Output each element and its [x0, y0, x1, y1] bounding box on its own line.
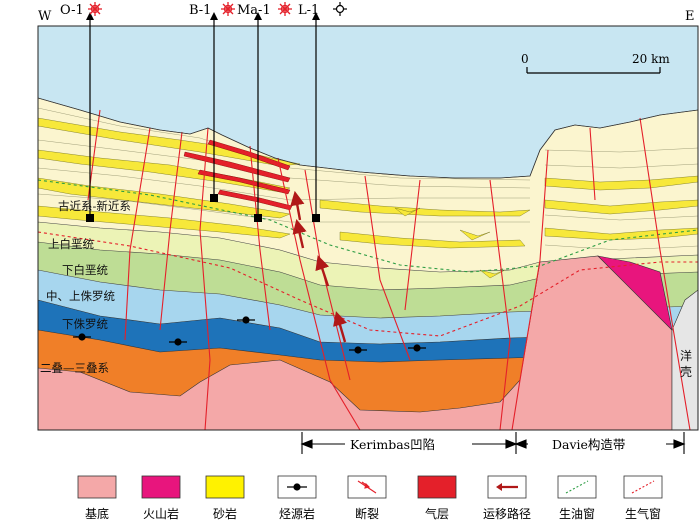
well-l-1: L-1	[298, 2, 347, 222]
volcanic-swatch	[141, 475, 181, 499]
ocean-crust-label: 洋 壳	[680, 348, 696, 379]
legend-label-migration: 运移路径	[483, 506, 531, 521]
faults	[87, 109, 691, 430]
legend-label-gas-layer: 气层	[425, 506, 449, 521]
west-label: W	[38, 9, 52, 24]
scale-bar: 0 20 km	[521, 52, 670, 74]
scale-end: 20 km	[632, 52, 670, 66]
well-label-b-1: B-1	[189, 3, 211, 18]
wells: O-1 B-1 Ma-1	[60, 2, 347, 222]
stratum-label-mid-upper-jurassic: 中、上侏罗统	[46, 289, 115, 303]
stratum-label-upper-cretaceous: 上白垩统	[48, 237, 94, 251]
migration-arrow-icon	[496, 483, 518, 491]
dry-well-icon	[333, 2, 347, 16]
legend-label-fault: 断裂	[355, 506, 379, 521]
stratum-label-cenozoic: 古近系-新近系	[58, 199, 131, 213]
oil-window-line-icon	[565, 480, 589, 494]
east-label: E	[685, 9, 695, 24]
legend: 基底 火山岩 砂岩 烃源岩 断裂	[77, 475, 663, 521]
scale-start: 0	[521, 52, 529, 66]
legend-label-sandstone: 砂岩	[213, 506, 237, 521]
well-o-1: O-1	[60, 2, 102, 222]
source-rock-markers	[73, 316, 426, 354]
gas-oil-well-icon	[221, 2, 235, 16]
well-label-l-1: L-1	[298, 3, 319, 18]
gas-layer-swatch	[417, 475, 457, 499]
legend-label-gas-window: 生气窗	[625, 506, 661, 521]
oil-window-line	[38, 179, 698, 273]
gas-oil-well-icon	[88, 2, 102, 16]
region-label-kerimbas: Kerimbas凹陷	[350, 437, 435, 452]
region-label-davie: Davie构造带	[552, 437, 625, 452]
fault-icon	[357, 480, 377, 494]
well-label-o-1: O-1	[60, 3, 84, 18]
sandstone-swatch	[205, 475, 245, 499]
legend-label-basement: 基底	[85, 506, 109, 521]
well-ma-1: Ma-1	[237, 2, 292, 222]
legend-label-volcanic: 火山岩	[143, 506, 179, 521]
stratum-label-lower-cretaceous: 下白垩统	[62, 263, 108, 277]
volcanic-rock	[597, 255, 673, 331]
well-label-ma-1: Ma-1	[237, 3, 271, 18]
source-rock-icon	[287, 483, 307, 491]
gas-window-line	[38, 231, 698, 337]
section-frame	[37, 25, 699, 431]
section-body: 古近系-新近系 上白垩统 下白垩统 中、上侏罗统 下侏罗统 二叠—三叠系 洋 壳	[38, 26, 698, 430]
gas-window-line-icon	[631, 480, 655, 494]
stratum-label-permian-triassic: 二叠—三叠系	[40, 361, 109, 375]
legend-label-source-rock: 烃源岩	[279, 506, 315, 521]
strata-labels: 古近系-新近系 上白垩统 下白垩统 中、上侏罗统 下侏罗统 二叠—三叠系	[40, 199, 131, 375]
seafloor-line	[38, 97, 698, 179]
migration-paths	[290, 190, 347, 343]
gas-oil-well-icon	[278, 2, 292, 16]
stratum-label-lower-jurassic: 下侏罗统	[62, 317, 108, 331]
legend-label-oil-window: 生油窗	[559, 507, 595, 521]
well-b-1: B-1	[189, 2, 235, 202]
region-extents	[300, 432, 686, 454]
ocean-crust	[671, 289, 698, 430]
basement-swatch	[77, 475, 117, 499]
